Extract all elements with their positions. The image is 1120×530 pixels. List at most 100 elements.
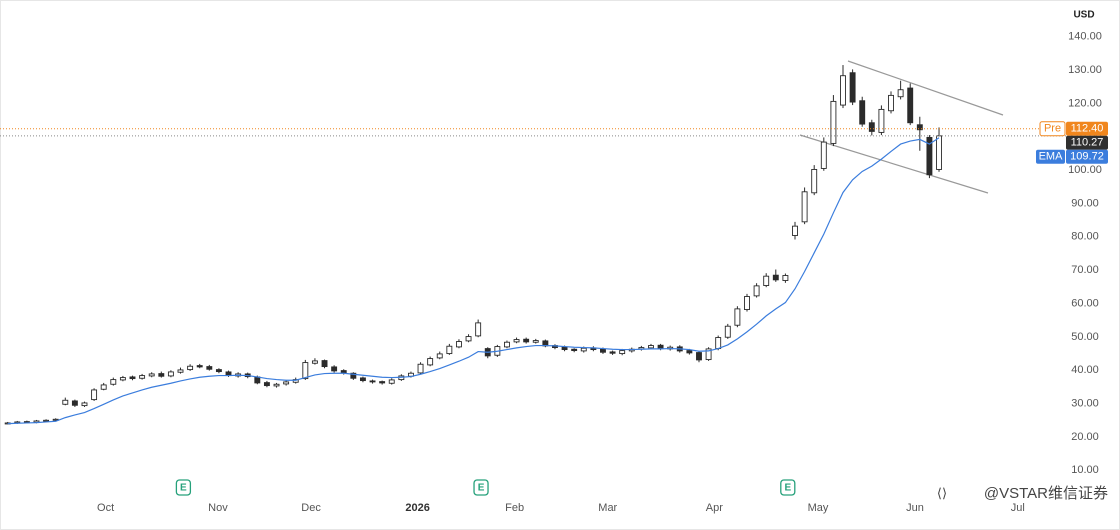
candle-body bbox=[763, 275, 770, 286]
candle-body bbox=[523, 338, 530, 343]
candle-body bbox=[868, 122, 875, 132]
candle-body bbox=[148, 373, 155, 377]
y-tick-label: 140.00 bbox=[1068, 31, 1102, 43]
y-tick-label: 30.00 bbox=[1071, 398, 1099, 410]
candle-body bbox=[648, 345, 654, 349]
candle-body bbox=[561, 346, 568, 351]
candle-body bbox=[504, 341, 510, 348]
candle-body bbox=[427, 358, 434, 366]
candle-body bbox=[369, 380, 376, 383]
earnings-marker bbox=[473, 479, 489, 496]
candle-body bbox=[705, 348, 712, 361]
candle-body bbox=[436, 353, 443, 359]
candle-body bbox=[302, 362, 309, 380]
y-tick-label: 100.00 bbox=[1068, 164, 1102, 176]
y-tick-label: 80.00 bbox=[1071, 231, 1099, 243]
candle-body bbox=[609, 351, 616, 354]
candle-body bbox=[119, 377, 126, 381]
y-tick-label: 70.00 bbox=[1071, 264, 1099, 276]
pre-value-tag bbox=[1066, 121, 1108, 136]
candle-body bbox=[158, 373, 165, 377]
candle-body bbox=[724, 325, 731, 338]
candle-body bbox=[744, 296, 750, 310]
earnings-label: E bbox=[478, 483, 485, 494]
candle-body bbox=[734, 308, 741, 326]
candle-body bbox=[100, 384, 107, 390]
candle-body bbox=[753, 285, 760, 297]
svg-text:⟨⟩: ⟨⟩ bbox=[937, 485, 947, 500]
candle-body bbox=[936, 135, 942, 170]
candle-body bbox=[465, 336, 472, 342]
candle-body bbox=[686, 350, 693, 354]
x-tick-label: Apr bbox=[706, 502, 723, 514]
candle-body bbox=[696, 352, 702, 361]
x-tick-label: Mar bbox=[598, 502, 617, 514]
y-tick-label: 20.00 bbox=[1071, 431, 1099, 443]
candle-body bbox=[81, 402, 88, 407]
candle-body bbox=[91, 389, 98, 401]
candle-body bbox=[167, 371, 174, 377]
candle-body bbox=[196, 365, 203, 368]
candle-body bbox=[215, 369, 222, 373]
candle-body bbox=[897, 89, 904, 98]
watermark: @VSTAR维信证券 bbox=[984, 485, 1108, 502]
watermark-logo: ⟨⟩ bbox=[937, 485, 947, 500]
last-price: 110.27 bbox=[1071, 137, 1104, 149]
y-tick-label: 50.00 bbox=[1071, 331, 1099, 343]
x-tick-label: Nov bbox=[208, 502, 228, 514]
y-tick-label: 90.00 bbox=[1071, 197, 1099, 209]
candle-body bbox=[600, 348, 606, 353]
ema-value-tag bbox=[1066, 149, 1108, 164]
y-tick-label: 60.00 bbox=[1071, 297, 1099, 309]
ema-line bbox=[7, 137, 940, 425]
candle-body bbox=[446, 345, 453, 355]
x-tick-label: Oct bbox=[97, 502, 114, 514]
pre-value: 112.40 bbox=[1071, 123, 1104, 135]
candle-body bbox=[206, 366, 213, 370]
candle-body bbox=[840, 75, 846, 106]
y-tick-label: 120.00 bbox=[1068, 97, 1102, 109]
pre-name-tag bbox=[1039, 121, 1066, 137]
ema-value: 109.72 bbox=[1070, 151, 1104, 163]
x-tick-label: Jul bbox=[1011, 502, 1025, 514]
candle-body bbox=[331, 366, 338, 372]
channel-lower bbox=[799, 134, 989, 194]
ema-name-tag bbox=[1036, 149, 1065, 164]
x-tick-label: Jun bbox=[906, 502, 924, 514]
candle-body bbox=[379, 381, 386, 384]
candle-body bbox=[657, 344, 664, 350]
candle-body bbox=[580, 347, 587, 352]
y-tick-label: 10.00 bbox=[1071, 464, 1099, 476]
ema-name: EMA bbox=[1039, 151, 1064, 163]
candle-body bbox=[849, 72, 856, 103]
candle-body bbox=[321, 360, 328, 368]
candle-body bbox=[513, 339, 520, 343]
earnings-marker bbox=[780, 479, 796, 496]
candle-body bbox=[782, 275, 789, 281]
candle-body bbox=[907, 87, 914, 124]
candle-body bbox=[772, 274, 779, 281]
candle-body bbox=[129, 376, 136, 380]
candle-body bbox=[263, 382, 270, 387]
candle-body bbox=[71, 400, 78, 406]
pre-name: Pre bbox=[1044, 123, 1061, 135]
candle-body bbox=[417, 363, 424, 374]
candle-body bbox=[475, 322, 482, 337]
y-tick-label: 130.00 bbox=[1068, 64, 1102, 76]
candle-body bbox=[43, 419, 50, 422]
candle-body bbox=[571, 348, 578, 352]
candle-body bbox=[139, 375, 146, 379]
candle-body bbox=[830, 100, 837, 144]
candle-body bbox=[820, 141, 827, 169]
candle-body bbox=[283, 381, 290, 385]
candle-body bbox=[177, 369, 184, 373]
y-tick-label: 40.00 bbox=[1071, 364, 1099, 376]
candle-body bbox=[916, 124, 923, 131]
candle-body bbox=[878, 108, 885, 133]
x-tick-label: Dec bbox=[301, 502, 321, 514]
candle-body bbox=[359, 377, 366, 382]
candle-body bbox=[811, 168, 818, 194]
earnings-label: E bbox=[180, 483, 187, 494]
earnings-label: E bbox=[784, 483, 791, 494]
